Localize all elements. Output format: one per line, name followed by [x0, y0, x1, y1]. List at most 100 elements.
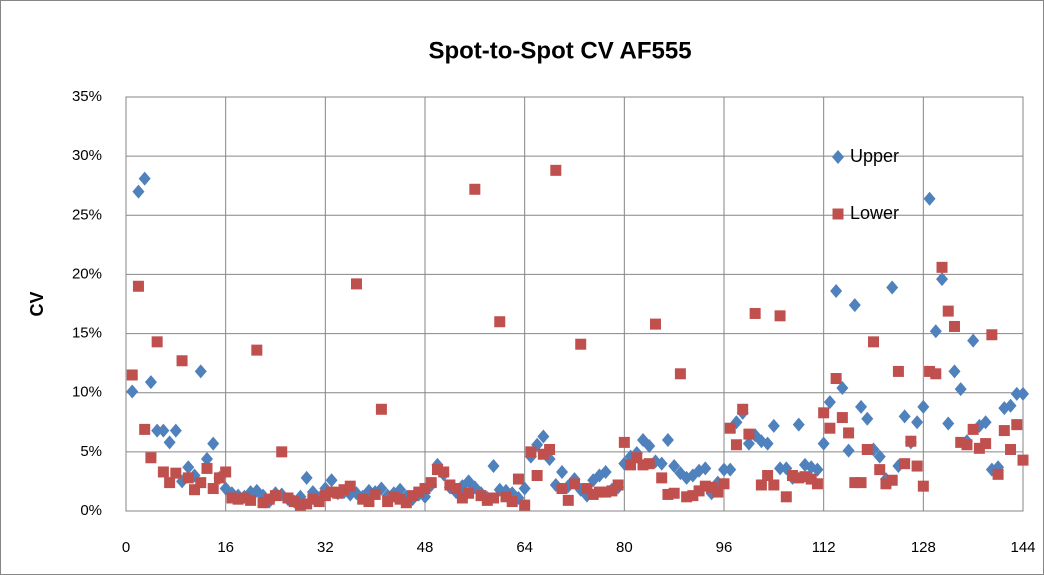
point	[836, 412, 848, 424]
point	[830, 373, 842, 385]
point	[139, 423, 151, 435]
point	[706, 481, 718, 493]
point	[855, 477, 867, 489]
point	[544, 443, 556, 455]
point	[444, 479, 456, 491]
point	[456, 492, 468, 504]
point	[138, 171, 151, 186]
point	[519, 499, 531, 511]
point	[506, 496, 518, 508]
chart-title: Spot-to-Spot CV AF555	[428, 37, 691, 64]
point	[132, 184, 145, 199]
y-tick-label: 30%	[72, 147, 102, 164]
point	[164, 477, 176, 489]
point	[886, 474, 898, 486]
x-tick-label: 128	[911, 539, 936, 556]
point	[855, 399, 868, 414]
point	[512, 473, 524, 485]
point	[637, 459, 649, 471]
point	[911, 460, 923, 472]
point	[774, 461, 787, 476]
point	[892, 365, 904, 377]
point	[799, 471, 811, 483]
point	[600, 486, 612, 498]
point	[923, 191, 936, 206]
point	[661, 433, 674, 448]
point	[263, 493, 275, 505]
point	[761, 436, 774, 451]
point	[681, 491, 693, 503]
point	[282, 492, 294, 504]
point	[394, 493, 406, 505]
point	[656, 472, 668, 484]
point	[151, 336, 163, 348]
point	[699, 461, 712, 476]
point	[948, 364, 961, 379]
point	[618, 436, 630, 448]
point	[325, 473, 338, 488]
point	[743, 428, 755, 440]
point	[998, 425, 1010, 437]
point	[300, 470, 313, 485]
point	[338, 484, 350, 496]
point	[313, 496, 325, 508]
point	[811, 462, 824, 477]
point	[537, 429, 550, 444]
point	[145, 452, 157, 464]
point	[200, 451, 213, 466]
y-tick-label: 0%	[80, 502, 102, 519]
point	[581, 483, 593, 495]
point	[874, 464, 886, 476]
point	[550, 164, 562, 176]
point	[898, 409, 911, 424]
point	[382, 496, 394, 508]
point	[967, 333, 980, 348]
point	[450, 483, 462, 495]
point	[849, 477, 861, 489]
point	[992, 468, 1004, 480]
point	[431, 464, 443, 476]
point	[824, 422, 836, 434]
point	[407, 490, 419, 502]
y-tick-label: 15%	[72, 325, 102, 342]
point	[954, 382, 967, 397]
point	[768, 479, 780, 491]
point	[774, 310, 786, 322]
x-tick-label: 0	[122, 539, 130, 556]
x-tick-label: 144	[1010, 539, 1035, 556]
point	[251, 344, 263, 356]
x-tick-label: 32	[317, 539, 334, 556]
point	[195, 477, 207, 489]
point	[375, 403, 387, 415]
x-tick-label: 48	[417, 539, 434, 556]
point	[132, 280, 144, 292]
point	[438, 466, 450, 478]
point	[270, 490, 281, 502]
point	[232, 493, 244, 505]
x-tick-label: 112	[812, 539, 836, 556]
point	[413, 486, 425, 498]
y-tick-label: 5%	[80, 443, 102, 460]
point	[207, 483, 219, 495]
point	[955, 436, 967, 448]
point	[350, 278, 362, 290]
point	[942, 305, 954, 317]
point	[525, 446, 537, 458]
point	[980, 438, 992, 450]
point	[880, 478, 892, 490]
point	[182, 472, 194, 484]
point	[886, 280, 899, 295]
point	[388, 491, 400, 503]
point	[979, 415, 992, 430]
point	[674, 368, 686, 380]
point	[556, 464, 569, 479]
point	[126, 369, 138, 381]
y-tick-label: 10%	[72, 384, 102, 401]
point	[487, 459, 500, 474]
point	[724, 462, 737, 477]
point	[905, 435, 917, 447]
point	[767, 418, 780, 433]
point	[319, 490, 331, 502]
point	[220, 466, 232, 478]
